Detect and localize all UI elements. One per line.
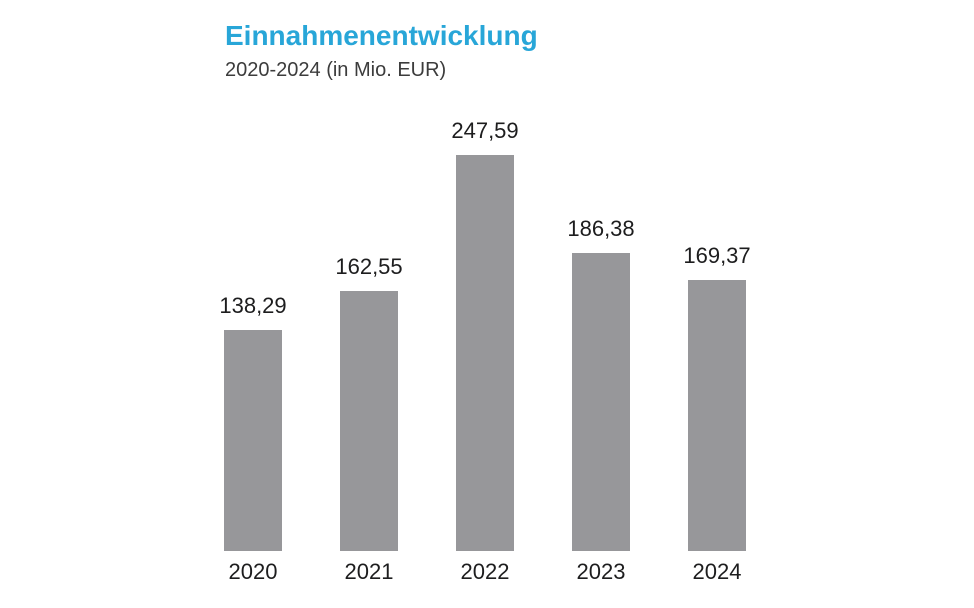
bar-column-2023: 186,38 bbox=[567, 216, 635, 551]
bar-chart: 138,29 162,55 247,59 186,38 169,37 2020 2021 2… bbox=[219, 118, 751, 585]
chart-subtitle: 2020-2024 (in Mio. EUR) bbox=[225, 59, 447, 82]
bar-2021 bbox=[340, 291, 398, 551]
bar-column-2022: 247,59 bbox=[451, 118, 519, 551]
value-label-2024: 169,37 bbox=[683, 243, 751, 268]
bar-2022 bbox=[456, 155, 514, 551]
bar-column-2020: 138,29 bbox=[219, 293, 287, 551]
bar-2020 bbox=[224, 330, 282, 551]
x-tick-2020: 2020 bbox=[228, 559, 278, 584]
x-tick-2023: 2023 bbox=[576, 559, 626, 584]
chart-header: Einnahmenentwicklung 2020-2024 (in Mio. … bbox=[225, 20, 538, 82]
bar-column-2021: 162,55 bbox=[335, 254, 403, 551]
x-tick-2022: 2022 bbox=[460, 559, 510, 584]
x-tick-2021: 2021 bbox=[344, 559, 394, 584]
value-label-2021: 162,55 bbox=[335, 254, 403, 279]
value-label-2020: 138,29 bbox=[219, 293, 287, 318]
chart-title: Einnahmenentwicklung bbox=[225, 20, 538, 51]
bar-2023 bbox=[572, 253, 630, 551]
value-label-2022: 247,59 bbox=[451, 118, 519, 143]
x-axis-labels: 2020 2021 2022 2023 2024 bbox=[224, 559, 746, 585]
value-label-2023: 186,38 bbox=[567, 216, 635, 241]
x-tick-2024: 2024 bbox=[692, 559, 742, 584]
bars-area: 138,29 162,55 247,59 186,38 169,37 bbox=[219, 118, 751, 551]
bar-2024 bbox=[688, 280, 746, 551]
bar-column-2024: 169,37 bbox=[683, 243, 751, 551]
